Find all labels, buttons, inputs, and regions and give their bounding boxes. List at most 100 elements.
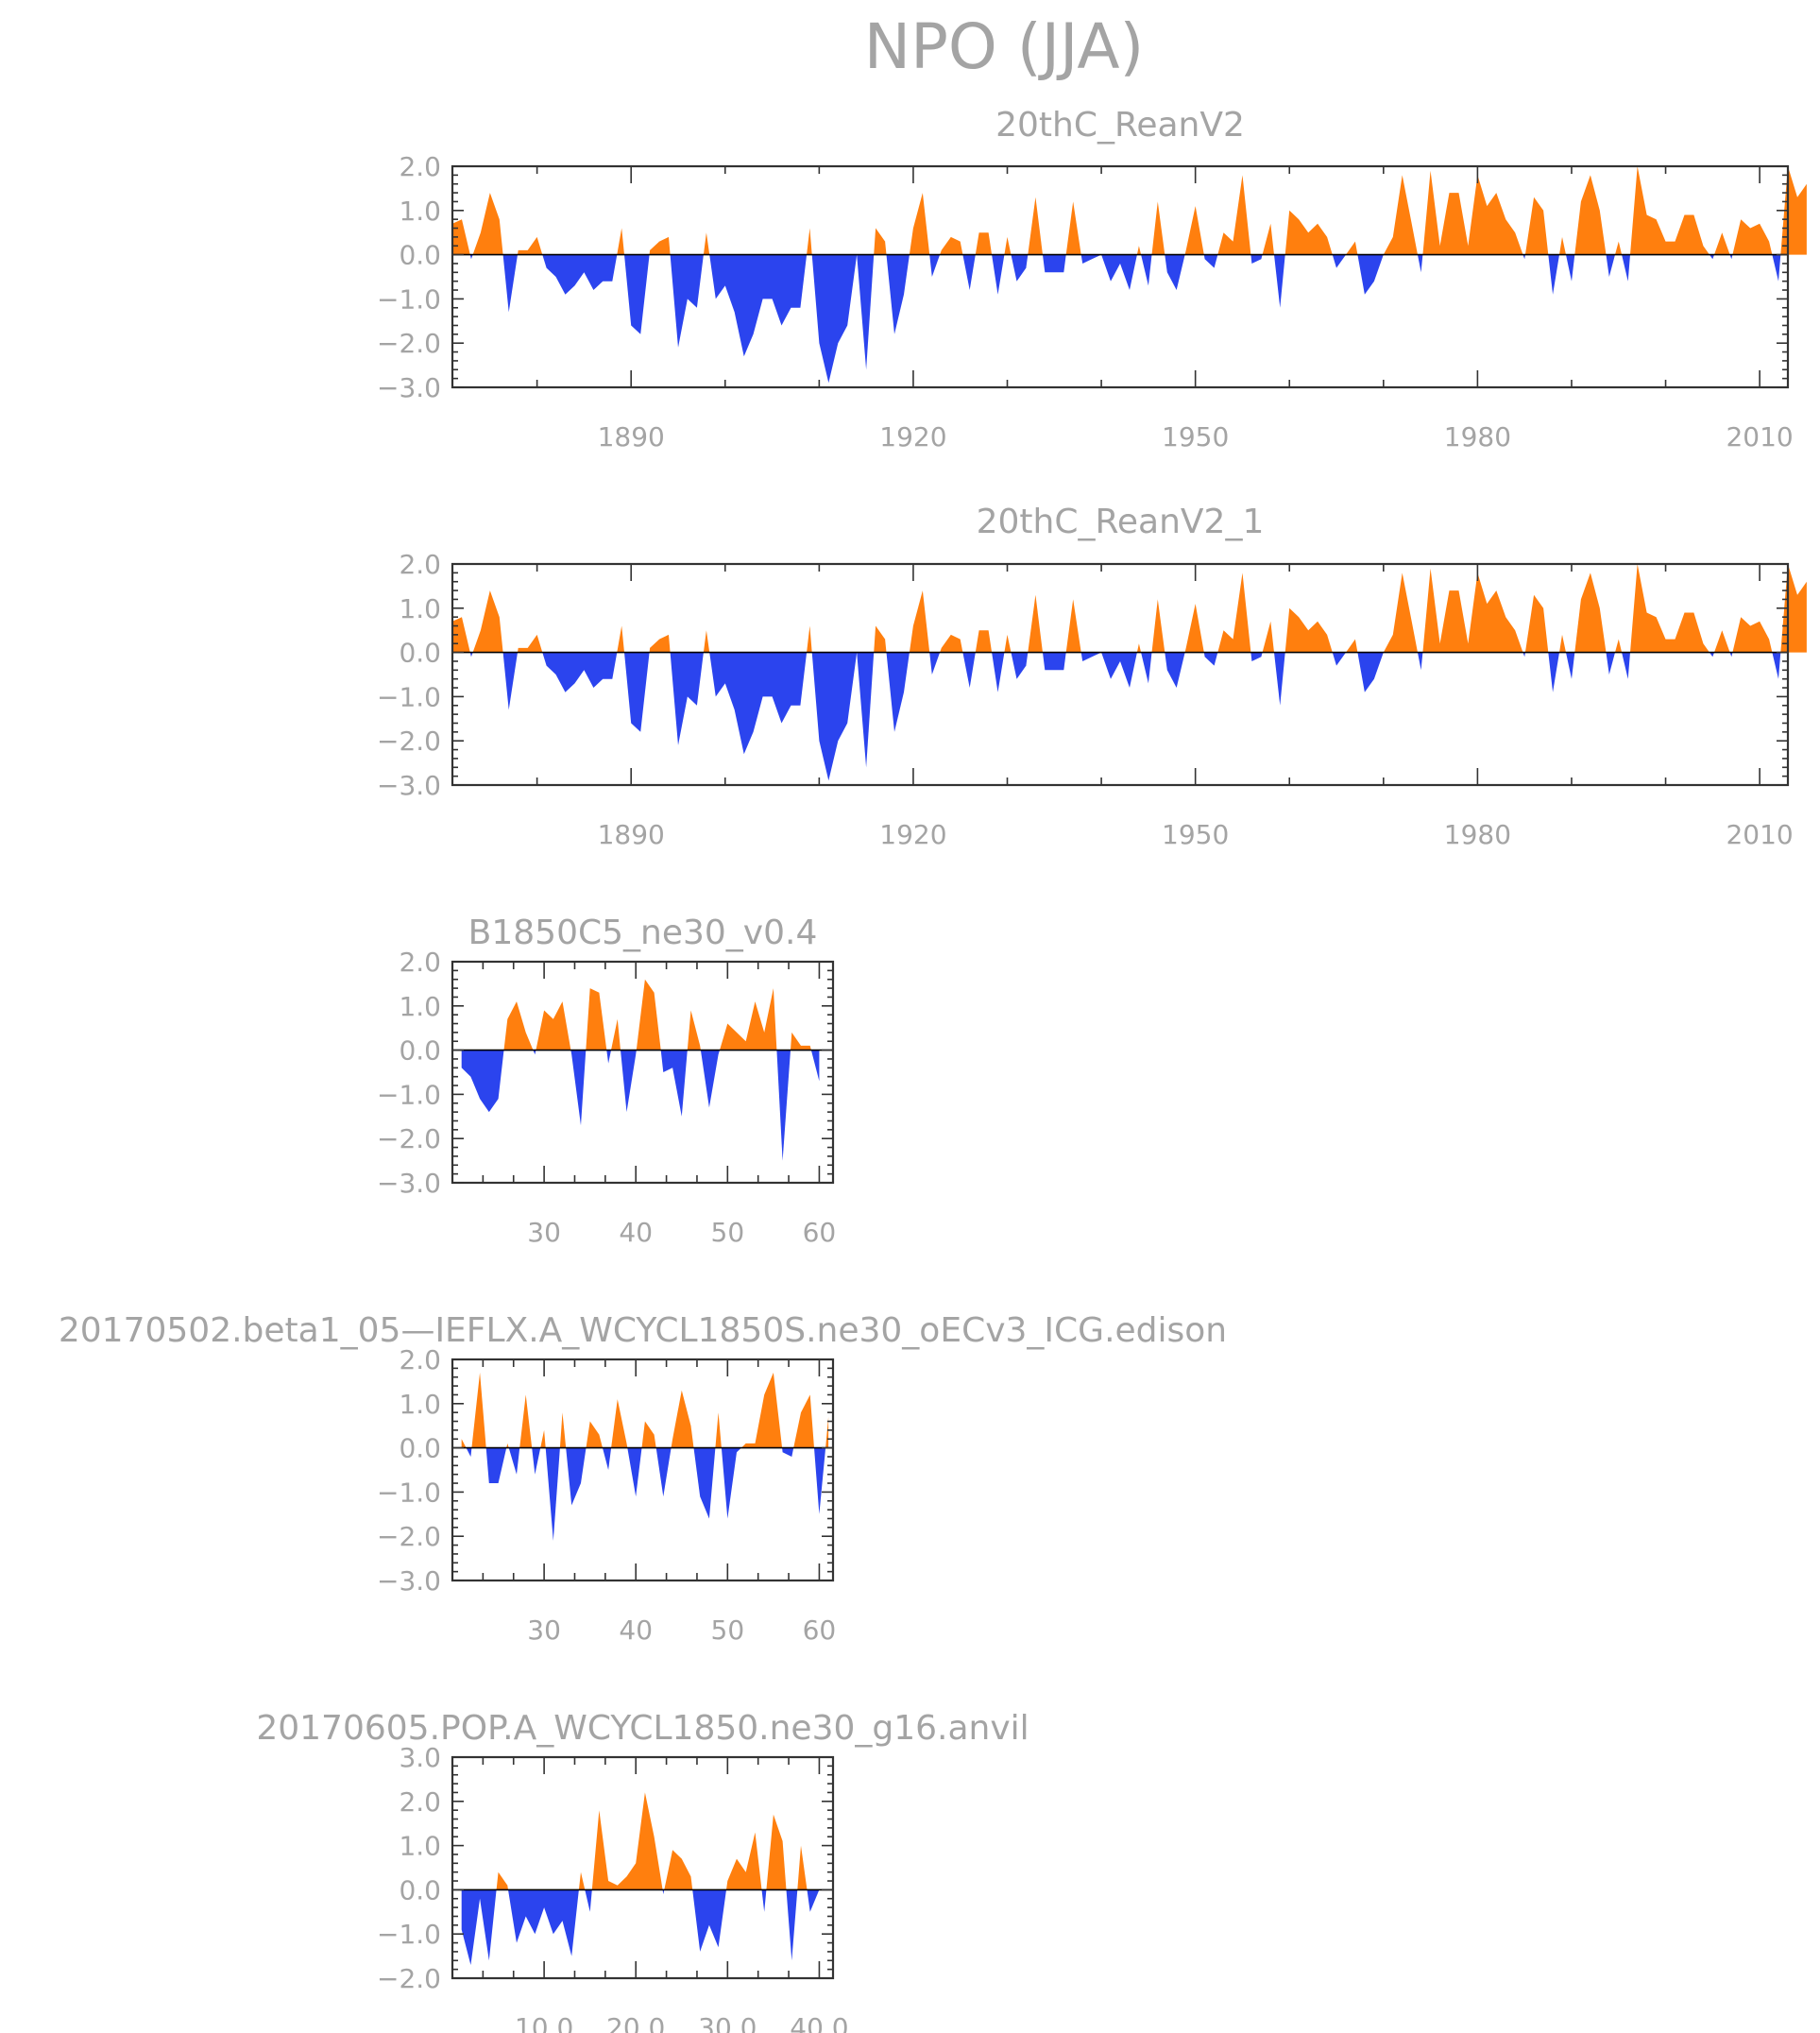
negative-area-17 [810,1050,820,1082]
x-tick-label: 1920 [879,421,946,453]
positive-area-12 [766,1814,787,1890]
positive-area-16 [791,1032,811,1051]
plot-frame [451,1755,835,1980]
positive-area-8 [664,1850,693,1890]
negative-area-4 [485,1447,507,1483]
x-tick-label: 1950 [1162,421,1229,453]
panel-1: 2.0 1.0 0.0 −1.0 −2.0 −3.0 1890 1920 1950 1980 201… [377,106,1807,453]
positive-area-1 [461,1439,467,1448]
y-tick-label: −3.0 [377,1168,441,1199]
positive-area-37 [1184,206,1204,255]
x-tick-label: 1890 [598,819,665,850]
panel-title: 20170605.POP.A_WCYCL1850.ne30_g16.anvil [256,1709,1029,1748]
positive-area-10 [726,1832,762,1890]
positive-area-55 [1574,572,1607,653]
y-tick-label: −3.0 [377,1565,441,1597]
positive-area-2 [503,1001,534,1051]
negative-area-10 [670,254,704,348]
positive-area-25 [1004,634,1012,653]
y-tick-label: 1.0 [399,593,441,624]
negative-area-32 [1101,254,1137,290]
positive-area-61 [1714,232,1730,255]
negative-area-12 [709,254,808,357]
negative-area-36 [1165,652,1185,688]
positive-area-17 [641,1421,656,1448]
positive-area-43 [1284,607,1333,653]
x-tick-label: 60 [803,1217,837,1248]
negative-area-46 [1357,652,1384,692]
positive-area-13 [586,1421,603,1448]
negative-area-54 [1566,652,1575,679]
negative-area-5 [570,1050,587,1126]
negative-area-48 [1418,254,1423,273]
y-tick-label: 3.0 [399,1742,441,1773]
positive-area-19 [909,193,930,255]
x-tick-label: 2010 [1726,421,1793,453]
positive-area-21 [940,236,963,255]
positive-area-15 [611,1399,628,1448]
positive-area-61 [1714,630,1730,653]
negative-area-6 [508,1447,520,1475]
x-tick-label: 2010 [1726,819,1793,850]
negative-area-18 [655,1447,672,1497]
positive-area-6 [586,988,607,1051]
negative-area-4 [502,254,518,313]
negative-area-7 [606,1050,611,1064]
positive-area-37 [1184,604,1204,653]
y-tick-label: 0.0 [399,1433,441,1464]
negative-area-24 [992,652,1005,692]
positive-area-35 [1151,599,1165,653]
negative-area-30 [1080,254,1102,264]
y-tick-label: 1.0 [399,196,441,227]
y-tick-label: 2.0 [399,1786,441,1818]
positive-area-2 [496,1871,508,1890]
positive-area-7 [519,1394,533,1448]
negative-area-3 [508,1889,579,1956]
positive-area-5 [506,1443,509,1448]
positive-area-9 [649,634,671,653]
negative-area-26 [1011,652,1029,679]
positive-area-3 [472,193,503,255]
positive-area-39 [1217,572,1251,653]
negative-area-50 [1522,652,1525,658]
negative-area-24 [992,254,1005,295]
y-tick-label: 2.0 [399,549,441,580]
positive-area-4 [536,1001,571,1051]
positive-area-53 [1559,236,1566,255]
negative-area-34 [1141,652,1152,684]
negative-area-26 [814,1447,826,1514]
negative-area-38 [1203,652,1218,666]
y-tick-label: −2.0 [377,1123,441,1154]
positive-area-13 [807,228,812,255]
positive-area-11 [559,1412,567,1448]
negative-area-6 [542,652,618,692]
y-tick-label: 0.0 [399,1874,441,1905]
negative-area-58 [1622,652,1630,679]
negative-area-54 [1566,254,1575,282]
panel-title: 20thC_ReanV2_1 [977,503,1265,541]
positive-area-17 [874,625,887,653]
negative-area-5 [585,1889,592,1912]
positive-area-33 [1136,643,1142,653]
positive-area-41 [1262,621,1274,653]
negative-area-40 [1250,652,1263,661]
x-tick-label: 40 [619,1217,653,1248]
positive-area-13 [807,625,812,653]
negative-area-42 [1274,652,1285,706]
negative-area-56 [1606,652,1615,675]
negative-area-18 [886,254,910,334]
positive-area-9 [540,1429,546,1448]
panel-5: 3.0 2.0 1.0 0.0 −1.0 −2.0 10.0 20.0 30.0 40.0 2017… [256,1709,1029,2033]
negative-area-6 [542,254,618,295]
positive-area-41 [1262,223,1274,255]
negative-area-20 [929,652,941,675]
main-title: NPO (JJA) [864,10,1145,83]
negative-area-20 [929,254,941,277]
y-tick-label: −1.0 [377,1079,441,1110]
negative-area-44 [1332,254,1346,268]
negative-area-13 [700,1050,720,1108]
negative-area-22 [962,254,976,290]
negative-area-64 [1772,254,1781,282]
negative-area-60 [1709,652,1714,658]
positive-area-33 [1136,246,1142,255]
